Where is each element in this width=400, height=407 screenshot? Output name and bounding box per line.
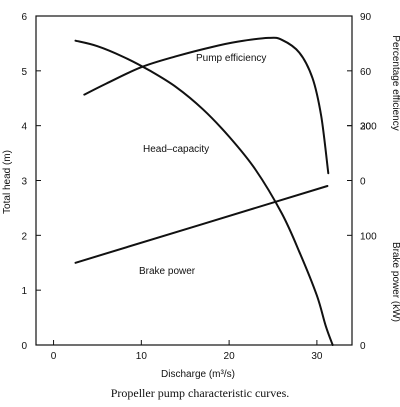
series-label-head-capacity: Head–capacity xyxy=(143,144,209,155)
y-axis-label-right-top: Percentage efficiency xyxy=(390,35,400,130)
x-tick-label: 0 xyxy=(51,351,57,362)
power-tick-label: 200 xyxy=(360,122,377,133)
power-tick-label: 0 xyxy=(360,341,366,352)
x-tick-label: 30 xyxy=(311,351,323,362)
y-axis-label-right-bottom: Brake power (kW) xyxy=(390,242,400,322)
chart-labels: Discharge (m³/s) Total head (m) Percenta… xyxy=(2,35,400,380)
axes-frame xyxy=(35,15,353,346)
head-tick-label: 5 xyxy=(21,67,27,78)
head-tick-label: 0 xyxy=(21,341,27,352)
plot-frame xyxy=(35,15,353,346)
efficiency-tick-label: 0 xyxy=(360,177,366,188)
efficiency-tick-label: 90 xyxy=(360,12,372,23)
x-axis-label: Discharge (m³/s) xyxy=(161,369,235,380)
x-tick-label: 20 xyxy=(224,351,236,362)
series-label-pump-efficiency: Pump efficiency xyxy=(196,53,266,64)
head-tick-label: 4 xyxy=(21,122,27,133)
efficiency-tick-label: 60 xyxy=(360,67,372,78)
head-tick-label: 1 xyxy=(21,286,27,297)
power-tick-label: 100 xyxy=(360,231,377,242)
head-tick-label: 6 xyxy=(21,12,27,23)
series-label-brake-power: Brake power xyxy=(139,266,196,277)
figure-caption: Propeller pump characteristic curves. xyxy=(110,386,290,400)
head-tick-label: 2 xyxy=(21,231,27,242)
series-lines xyxy=(74,36,334,346)
y-axis-label-left: Total head (m) xyxy=(2,150,13,214)
efficiency-tick-label: 30 xyxy=(360,122,372,133)
pump-efficiency-curve xyxy=(83,36,330,175)
brake-power-line xyxy=(74,185,329,264)
head-tick-label: 3 xyxy=(21,177,27,188)
x-tick-label: 10 xyxy=(136,351,148,362)
head-capacity-curve xyxy=(74,39,334,346)
